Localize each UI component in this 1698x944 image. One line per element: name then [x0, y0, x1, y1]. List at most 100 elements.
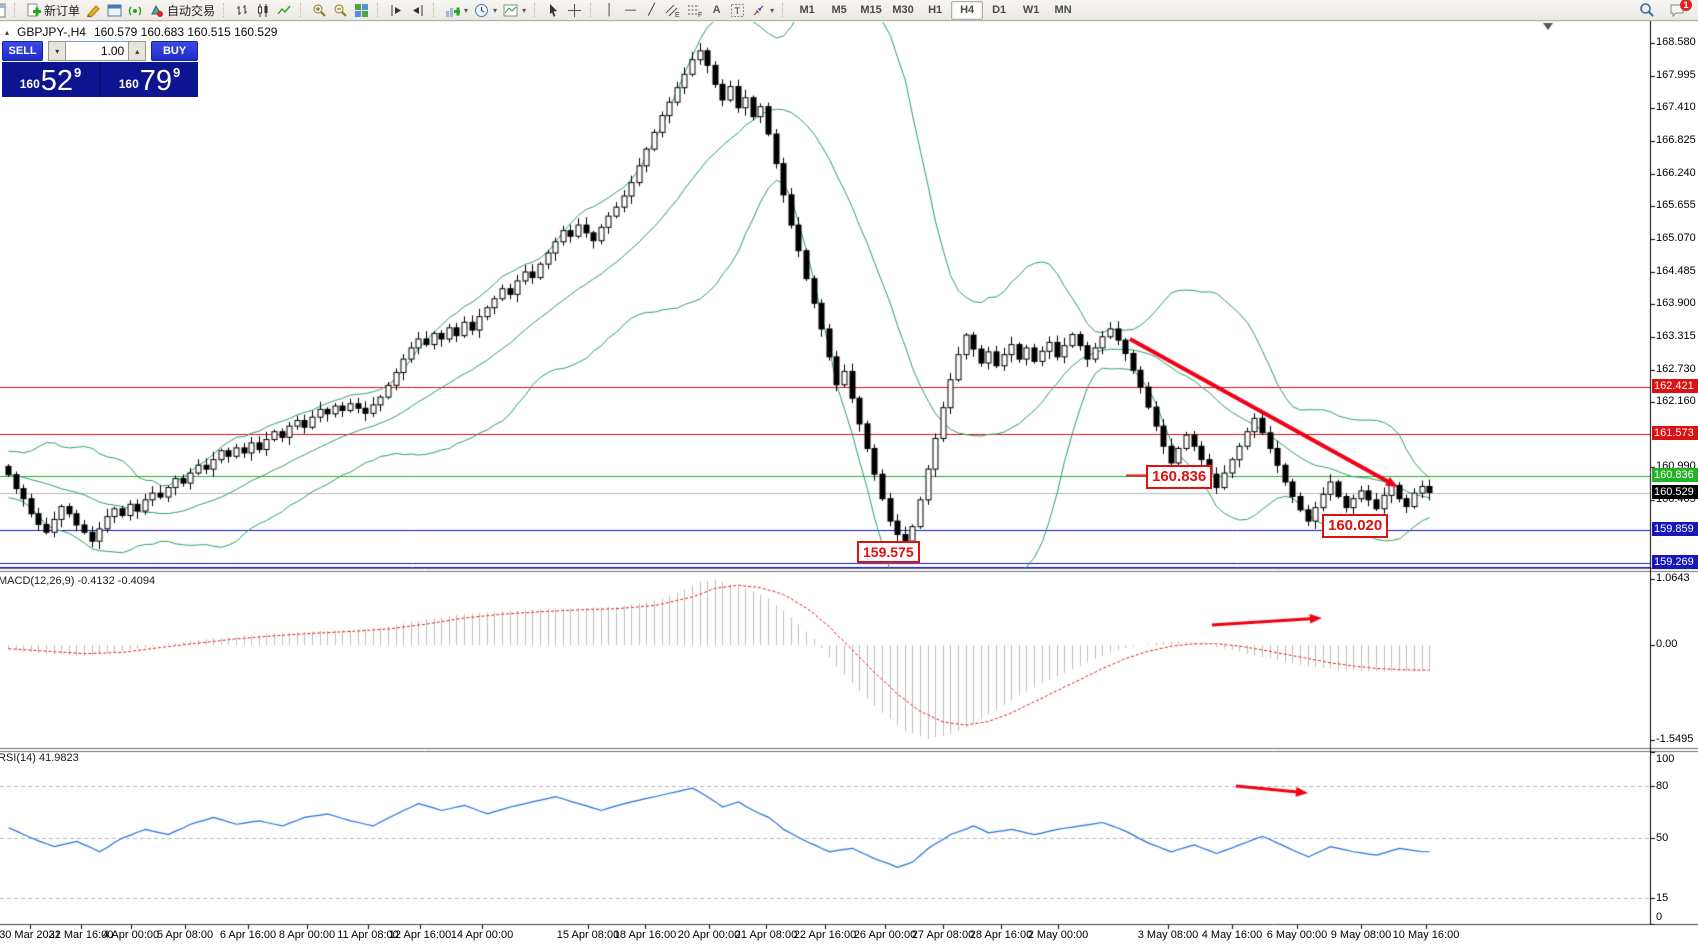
fibonacci-tool-button[interactable]: F — [684, 2, 706, 19]
charts-partial-icon[interactable] — [0, 2, 9, 19]
toolbar-separator — [782, 3, 787, 17]
timeframe-w1[interactable]: W1 — [1022, 4, 1040, 16]
new-order-label: 新订单 — [44, 3, 81, 18]
one-click-collapse-arrow[interactable]: ▴ — [5, 27, 10, 37]
macd-scale-label: 1.0643 — [1656, 572, 1690, 585]
annotation-160836[interactable]: 160.836 — [1146, 465, 1213, 489]
time-axis-label: 6 Apr 16:00 — [219, 929, 277, 941]
price-tick-label: 165.070 — [1656, 232, 1696, 245]
zoom-out-button[interactable] — [330, 2, 351, 19]
dropdown-arrow-icon[interactable]: ▾ — [493, 5, 498, 15]
bid-prefix: 160 — [19, 77, 40, 91]
timeframe-m30[interactable]: M30 — [892, 4, 914, 16]
bid-big-digits: 52 — [40, 65, 74, 97]
search-icon[interactable] — [1636, 2, 1658, 19]
price-divider — [99, 62, 101, 97]
bid-price[interactable]: 160 52 9 — [2, 62, 99, 97]
bar-chart-button[interactable] — [232, 2, 253, 19]
timeframe-m5[interactable]: M5 — [831, 4, 847, 16]
signals-icon[interactable] — [125, 2, 146, 19]
terminal-icon[interactable] — [104, 2, 125, 19]
line-chart-button[interactable] — [274, 2, 295, 19]
rsi-indicator-label: RSI(14) 41.9823 — [0, 752, 79, 764]
chart-shift-button[interactable] — [386, 2, 407, 19]
new-order-button[interactable]: 新订单 — [23, 2, 83, 19]
volume-increase-button[interactable]: ▴ — [128, 41, 147, 61]
timeframe-m15[interactable]: M15 — [860, 4, 882, 16]
indicators-button[interactable]: ▾ — [442, 2, 471, 19]
text-tool-button[interactable]: A — [712, 3, 721, 16]
zoom-in-button[interactable] — [309, 2, 330, 19]
time-axis-label: 26 Apr 00:00 — [853, 929, 917, 941]
text-label-tool-button[interactable]: T — [727, 2, 748, 19]
ask-price[interactable]: 160 79 9 — [101, 62, 198, 97]
one-click-trade-panel: SELL ▾ ▴ BUY 160 52 9 160 79 9 — [2, 41, 198, 97]
trendline-tool-button[interactable]: ╱ — [648, 3, 655, 16]
annotation-160020[interactable]: 160.020 — [1322, 514, 1389, 538]
time-axis-label: 14 Apr 00:00 — [450, 929, 514, 941]
time-axis-label: 21 Apr 08:00 — [734, 929, 798, 941]
price-tick-label: 167.410 — [1656, 101, 1696, 114]
timeframe-m1[interactable]: M1 — [799, 4, 815, 16]
notifications-icon[interactable]: 1 — [1666, 0, 1692, 19]
rsi-scale-label: 15 — [1656, 892, 1669, 905]
metaeditor-icon[interactable] — [83, 2, 104, 19]
time-axis-label: 3 May 08:00 — [1137, 929, 1199, 941]
time-axis-label: 27 Apr 08:00 — [911, 929, 975, 941]
ask-pip-digit: 9 — [173, 65, 181, 80]
time-axis-label: 20 Apr 00:00 — [677, 929, 741, 941]
vertical-line-tool-button[interactable]: │ — [606, 3, 614, 16]
toolbar-separator — [590, 3, 595, 17]
ask-big-digits: 79 — [139, 65, 173, 97]
timeframe-mn[interactable]: MN — [1054, 4, 1072, 16]
tile-windows-button[interactable] — [351, 2, 372, 19]
arrows-tool-button[interactable]: ▾ — [748, 2, 777, 19]
dropdown-arrow-icon[interactable]: ▾ — [522, 5, 527, 15]
timeframe-h1[interactable]: H1 — [928, 4, 943, 16]
timeframe-h4[interactable]: H4 — [951, 0, 984, 20]
rsi-scale-label: 80 — [1656, 780, 1669, 793]
rsi-scale-label: 100 — [1656, 753, 1675, 765]
volume-input[interactable] — [66, 41, 129, 61]
time-axis-label: 12 Apr 16:00 — [388, 929, 452, 941]
price-line-label: 162.421 — [1652, 378, 1698, 393]
price-line-label: 160.836 — [1652, 467, 1698, 482]
periods-button[interactable]: ▾ — [471, 2, 500, 19]
price-tick-label: 162.160 — [1656, 394, 1696, 407]
autotrading-icon — [149, 3, 164, 18]
time-axis-label: 2 May 00:00 — [1027, 929, 1089, 941]
autotrading-label: 自动交易 — [167, 3, 216, 18]
time-axis-label: 30 Mar 2022 — [0, 929, 61, 941]
annotation-159575[interactable]: 159.575 — [857, 541, 920, 563]
time-axis-label: 31 Mar 16:00 — [48, 929, 114, 941]
time-axis-label: 9 May 08:00 — [1330, 929, 1392, 941]
price-tick-label: 163.315 — [1656, 330, 1696, 343]
svg-text:F: F — [698, 12, 702, 18]
channel-tool-button[interactable]: E — [662, 2, 684, 19]
toolbar-separator — [377, 3, 382, 17]
price-line-label: 161.573 — [1652, 426, 1698, 441]
horizontal-line-tool-button[interactable]: — — [625, 3, 637, 16]
dropdown-arrow-icon[interactable]: ▾ — [464, 5, 469, 15]
new-order-icon — [26, 3, 41, 18]
time-axis-label: 5 Apr 08:00 — [156, 929, 214, 941]
dropdown-arrow-icon[interactable]: ▾ — [770, 5, 775, 15]
buy-button[interactable]: BUY — [151, 41, 198, 61]
volume-decrease-button[interactable]: ▾ — [48, 41, 67, 61]
price-tick-label: 166.240 — [1656, 166, 1696, 179]
cursor-tool-button[interactable] — [543, 2, 564, 19]
autotrading-button[interactable]: 自动交易 — [146, 2, 218, 19]
timeframe-toolbar: M1 M5 M15 M30 H1 H4 D1 W1 MN — [791, 0, 1079, 20]
auto-scroll-button[interactable] — [407, 2, 428, 19]
templates-button[interactable]: ▾ — [500, 2, 529, 19]
macd-scale-label: 0.00 — [1656, 638, 1678, 650]
crosshair-tool-button[interactable] — [564, 2, 585, 19]
rsi-scale-label: 0 — [1656, 911, 1663, 923]
svg-text:E: E — [675, 12, 680, 18]
sell-button[interactable]: SELL — [2, 41, 44, 61]
price-tick-label: 165.655 — [1656, 199, 1696, 212]
price-tick-label: 168.580 — [1656, 36, 1696, 48]
candlestick-chart-button[interactable] — [253, 2, 274, 19]
timeframe-d1[interactable]: D1 — [992, 4, 1007, 16]
